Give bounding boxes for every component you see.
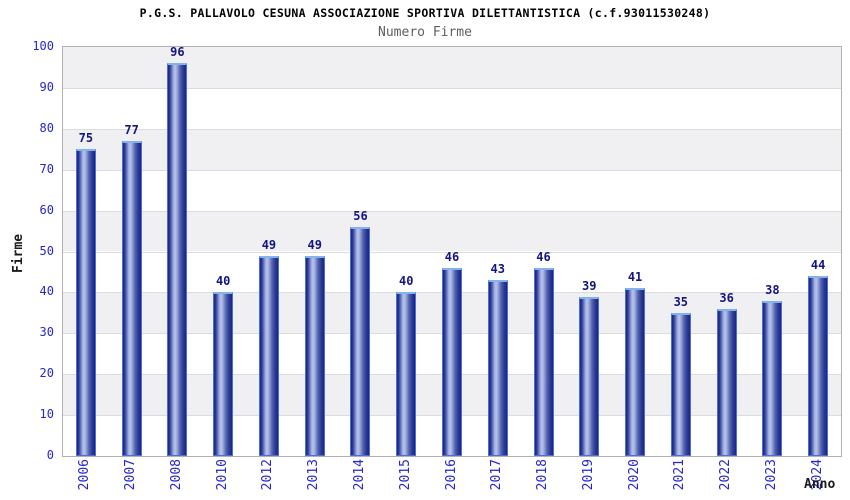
bar-2018 [533,267,554,456]
bar-value-label: 36 [719,290,734,305]
x-tick-label-text: 2019 [580,459,596,491]
plot-band [63,169,841,211]
bar-value-label: 46 [536,249,551,264]
bar-2016 [442,267,462,456]
x-tick-label: 2007 [123,459,138,500]
bar-2020 [625,288,646,456]
bar-2006 [75,149,96,456]
bar-value-label: 49 [307,237,322,252]
y-tick-label: 70 [39,161,54,176]
bar-value-label: 96 [170,45,185,60]
x-tick-label-text: 2014 [351,459,367,491]
bar-value-label: 75 [78,131,94,146]
bar-value-label: 40 [399,274,414,289]
bar-2007 [121,141,142,456]
bar-value-label: 43 [490,262,505,277]
bar-value-label: 35 [673,294,689,309]
x-tick-label: 2021 [672,459,687,500]
x-tick-label-text: 2016 [443,459,459,491]
y-tick-label: 0 [46,448,54,462]
bar-2015 [396,292,417,456]
bar-value-label: 49 [261,237,277,252]
bar-2022 [716,308,737,456]
bar-2010 [213,292,234,456]
bar-value-label: 46 [444,249,460,264]
x-axis-title: Anno [804,477,836,492]
bar-value-label: 41 [627,270,643,285]
x-tick-label: 2013 [306,459,321,500]
x-tick-label-text: 2022 [718,459,734,491]
bar-value-label: 39 [582,278,597,293]
plot-band [63,128,841,170]
x-tick-label: 2022 [718,459,733,500]
x-tick-label-text: 2013 [306,459,322,491]
x-tick-label: 2008 [169,459,184,500]
plot-band [63,47,841,88]
y-tick-label: 100 [32,39,54,53]
x-tick-label-text: 2018 [535,459,551,491]
x-tick-label: 2016 [444,459,459,500]
bar-2008 [167,63,188,456]
x-tick-label: 2010 [215,459,230,500]
y-tick-label: 90 [39,79,54,94]
x-tick-label: 2020 [627,459,642,500]
x-tick-label-text: 2020 [626,459,642,491]
bar-value-label: 77 [124,123,139,138]
bar-value-label: 38 [765,282,780,297]
x-tick-label-text: 2012 [260,459,276,491]
bar-2019 [579,296,600,456]
x-tick-label-text: 2023 [763,459,779,491]
bar-value-label: 56 [353,208,368,223]
x-tick-label-text: 2010 [214,459,230,491]
x-tick-label-text: 2021 [672,459,688,491]
chart-title: P.G.S. PALLAVOLO CESUNA ASSOCIAZIONE SPO… [139,6,711,20]
y-tick-label: 60 [39,202,54,217]
y-tick-label: 20 [39,366,54,381]
bar-2012 [258,255,279,456]
bar-2014 [350,226,371,456]
bar-2013 [304,255,325,456]
x-tick-label-text: 2006 [77,459,93,491]
bar-2024 [808,276,829,456]
x-tick-label-text: 2007 [123,459,139,491]
y-tick-label: 30 [39,325,54,340]
bar-2017 [487,280,508,456]
x-tick-label-text: 2008 [168,459,184,491]
bar-value-label: 44 [810,258,826,273]
x-tick-label-text: 2015 [397,459,413,491]
x-tick-label: 2015 [398,459,413,500]
x-tick-label: 2012 [260,459,275,500]
x-tick-label: 2023 [764,459,779,500]
y-tick-label: 80 [39,120,54,135]
chart-subtitle: Numero Firme [378,25,472,40]
x-tick-label-text: 2017 [489,459,505,491]
x-tick-label: 2018 [535,459,550,500]
bar-2021 [670,312,691,456]
x-tick-label: 2019 [581,459,596,500]
bar-2023 [762,300,783,456]
plot-band [63,210,841,252]
y-tick-label: 40 [39,284,54,299]
y-tick-label: 50 [39,243,54,258]
y-tick-label: 10 [39,407,54,422]
bar-value-label: 40 [215,274,231,289]
x-tick-label: 2014 [352,459,367,500]
x-tick-label: 2006 [77,459,92,500]
x-tick-label: 2017 [489,459,504,500]
plot-band [63,87,841,129]
plot-area: 75 77 96 40 49 49 56 40 46 43 46 39 41 35 36 38 44 [62,45,842,457]
